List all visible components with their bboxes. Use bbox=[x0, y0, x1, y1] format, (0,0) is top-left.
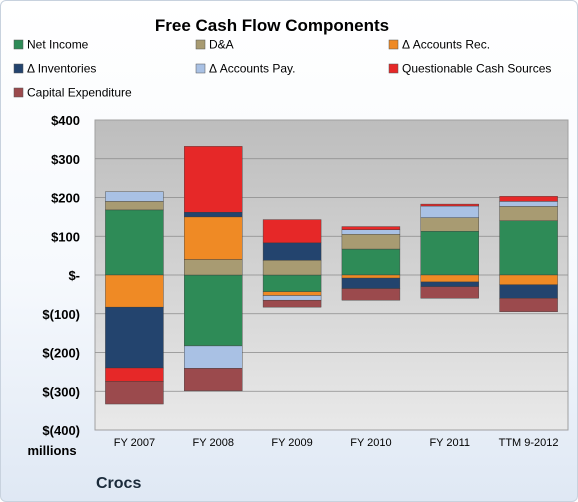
bar-segment bbox=[262, 274, 322, 292]
bar-segment bbox=[184, 216, 243, 260]
x-category-label: FY 2009 bbox=[271, 437, 312, 449]
x-category-label: FY 2011 bbox=[429, 437, 470, 449]
chart-title: Free Cash Flow Components bbox=[155, 16, 389, 35]
y-tick-label: $(300) bbox=[42, 384, 80, 399]
bar-segment bbox=[499, 206, 558, 221]
bar-segment bbox=[262, 242, 322, 261]
legend-swatch bbox=[13, 39, 24, 50]
bar-segment bbox=[499, 284, 558, 299]
bar-segment bbox=[420, 286, 479, 299]
bar-segment bbox=[420, 203, 479, 207]
bar-segment bbox=[184, 274, 243, 347]
unit-label: millions bbox=[27, 443, 76, 458]
bar-segment bbox=[184, 345, 243, 369]
legend-label: Net Income bbox=[27, 38, 89, 52]
bar-segment bbox=[341, 274, 401, 279]
bar-segment bbox=[105, 191, 164, 202]
y-tick-label: $200 bbox=[51, 191, 80, 206]
legend-swatch bbox=[195, 39, 206, 50]
bar-segment bbox=[341, 288, 401, 301]
bar-segment bbox=[184, 212, 243, 218]
y-tick-label: $- bbox=[68, 268, 80, 283]
x-category-label: TTM 9-2012 bbox=[499, 437, 559, 449]
bar-segment bbox=[341, 234, 401, 250]
bar-segment bbox=[105, 381, 164, 405]
bar-segment bbox=[499, 220, 558, 276]
bar-segment bbox=[184, 368, 243, 392]
bar-segment bbox=[105, 201, 164, 211]
legend-label: Δ Accounts Rec. bbox=[402, 38, 490, 52]
bar-segment bbox=[341, 248, 401, 276]
bar-segment bbox=[262, 219, 322, 244]
bar-segment bbox=[184, 259, 243, 276]
bar-segment bbox=[341, 229, 401, 235]
bar-segment bbox=[341, 277, 401, 289]
x-category-label: FY 2010 bbox=[350, 437, 391, 449]
bar-segment bbox=[420, 205, 479, 218]
bar-segment bbox=[420, 231, 479, 276]
bar-segment bbox=[341, 226, 401, 230]
legend-label: Δ Accounts Pay. bbox=[209, 62, 296, 76]
bar-segment bbox=[105, 306, 164, 369]
bar-segment bbox=[262, 295, 322, 301]
bar-segment bbox=[262, 299, 322, 308]
bar-segment bbox=[499, 201, 558, 207]
bar-segment bbox=[262, 291, 322, 296]
bar-segment bbox=[499, 196, 558, 202]
bars bbox=[105, 146, 558, 405]
y-tick-label: $400 bbox=[51, 113, 80, 128]
legend-swatch bbox=[195, 63, 206, 74]
legend-swatch bbox=[13, 87, 24, 98]
legend-swatch bbox=[388, 39, 399, 50]
legend-swatch bbox=[388, 63, 399, 74]
x-category-label: FY 2007 bbox=[114, 437, 155, 449]
y-tick-label: $(100) bbox=[42, 307, 80, 322]
y-tick-label: $100 bbox=[51, 229, 80, 244]
legend-label: Δ Inventories bbox=[27, 62, 96, 76]
x-axis-categories: FY 2007 FY 2008 FY 2009 FY 2010 FY 2011 TTM 9… bbox=[114, 437, 559, 449]
bar-segment bbox=[105, 209, 164, 276]
company-name: Crocs bbox=[96, 475, 141, 492]
bar-segment bbox=[499, 274, 558, 285]
bar-segment bbox=[184, 146, 243, 213]
bar-segment bbox=[499, 298, 558, 313]
bar-segment bbox=[420, 281, 479, 287]
bar-segment bbox=[420, 274, 479, 283]
bar-segment bbox=[262, 260, 322, 276]
bar-segment bbox=[420, 217, 479, 232]
legend-label: Questionable Cash Sources bbox=[402, 62, 551, 76]
grid-lines bbox=[95, 158, 568, 392]
y-axis-ticks: $400 $300 $200 $100 $- $(100) $(200) $(300) $(40… bbox=[42, 113, 80, 438]
legend-label: Capital Expenditure bbox=[27, 86, 132, 100]
y-tick-label: $300 bbox=[51, 152, 80, 167]
legend: Net Income D&A Δ Accounts Rec. Δ Inventorie… bbox=[13, 38, 551, 100]
legend-swatch bbox=[13, 63, 24, 74]
bar-segment bbox=[105, 367, 164, 382]
x-category-label: FY 2008 bbox=[193, 437, 234, 449]
legend-label: D&A bbox=[209, 38, 234, 52]
y-tick-label: $(200) bbox=[42, 346, 80, 361]
bar-segment bbox=[105, 274, 164, 308]
y-tick-label: $(400) bbox=[42, 423, 80, 438]
